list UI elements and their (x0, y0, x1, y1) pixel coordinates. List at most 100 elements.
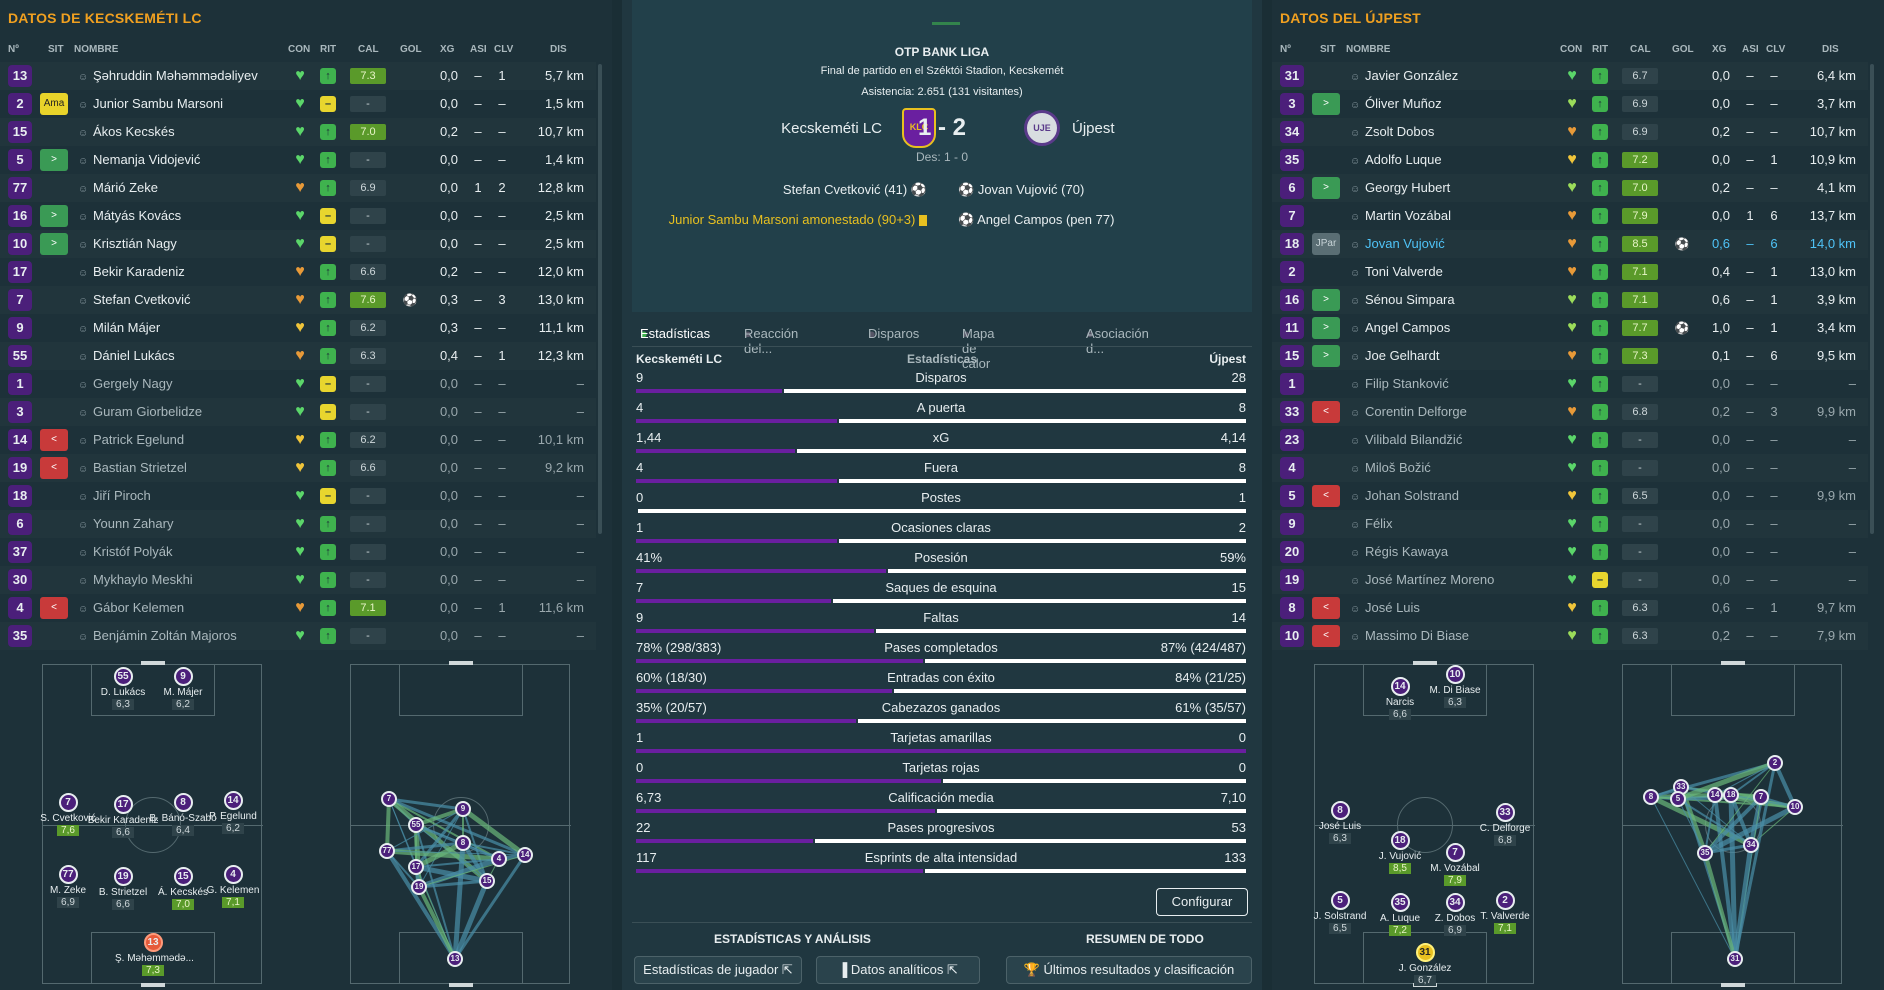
table-row[interactable]: 1 ☺ Gergely Nagy ♥ – -0,0– – – (0, 370, 596, 398)
table-row[interactable]: 23 ☺ Vilibald Bilandžić ♥ ↑ -0,0– – – (1272, 426, 1868, 454)
player-name[interactable]: ☺ Corentin Delforge (1350, 398, 1560, 426)
column-header[interactable]: CON (1560, 44, 1583, 55)
player-name[interactable]: ☺ Mykhaylo Meskhi (78, 566, 288, 594)
table-row[interactable]: 1 ☺ Filip Stanković ♥ ↑ -0,0– – – (1272, 370, 1868, 398)
column-header[interactable]: XG (440, 44, 455, 55)
pass-node[interactable]: 31 (1727, 951, 1743, 967)
column-header[interactable]: CLV (1766, 44, 1786, 55)
scrollbar[interactable] (598, 64, 602, 534)
player-name[interactable]: ☺ Milán Májer (78, 314, 288, 342)
sub-on-icon[interactable]: > (1312, 345, 1340, 367)
table-row[interactable]: 19 < ☺ Bastian Strietzel ♥ ↑ 6.6 0,0– –9,2 km (0, 454, 596, 482)
formation-player[interactable]: 55 D. Lukács 6,3 (85, 667, 161, 710)
pass-node[interactable]: 9 (455, 801, 471, 817)
table-row[interactable]: 9 ☺ Félix ♥ ↑ -0,0– – – (1272, 510, 1868, 538)
formation-player[interactable]: 8 José Luis 6,3 (1302, 801, 1378, 844)
table-row[interactable]: 18 JPar ☺ Jovan Vujović ♥ ↑ 8.5 ⚽ 0,6– 6 14,0 km (1272, 230, 1868, 258)
column-header[interactable]: DIS (1822, 44, 1839, 55)
table-row[interactable]: 4 < ☺ Gábor Kelemen ♥ ↑ 7.1 0,0– 1 11,6 km (0, 594, 596, 622)
formation-player[interactable]: 77 M. Zeke 6,9 (30, 865, 106, 908)
column-header[interactable]: ASI (470, 44, 487, 55)
table-row[interactable]: 3 > ☺ Óliver Muñoz ♥ ↑ 6.9 0,0– –3,7 km (1272, 90, 1868, 118)
table-row[interactable]: 7 ☺ Stefan Cvetković ♥ ↑ 7.6 ⚽ 0,3– 3 13,0 km (0, 286, 596, 314)
formation-player[interactable]: 33 C. Delforge 6,8 (1467, 803, 1543, 846)
table-row[interactable]: 16 > ☺ Sénou Simpara ♥ ↑ 7.1 0,6– 1 3,9 km (1272, 286, 1868, 314)
player-name[interactable]: ☺ Sénou Simpara (1350, 286, 1560, 314)
sub-off-icon[interactable]: < (1312, 485, 1340, 507)
player-name[interactable]: ☺ Jiří Piroch (78, 482, 288, 510)
table-row[interactable]: 8 < ☺ José Luis ♥ ↑ 6.3 0,6– 1 9,7 km (1272, 594, 1868, 622)
player-name[interactable]: ☺ Massimo Di Biase (1350, 622, 1560, 650)
pass-node[interactable]: 17 (408, 859, 424, 875)
table-row[interactable]: 4 ☺ Miloš Božić ♥ ↑ -0,0– – – (1272, 454, 1868, 482)
table-row[interactable]: 18 ☺ Jiří Piroch ♥ – -0,0– – – (0, 482, 596, 510)
table-row[interactable]: 16 > ☺ Mátyás Kovács ♥ – -0,0– –2,5 km (0, 202, 596, 230)
player-name[interactable]: ☺ Toni Valverde (1350, 258, 1560, 286)
player-name[interactable]: ☺ Georgy Hubert (1350, 174, 1560, 202)
column-header[interactable]: SIT (48, 44, 64, 55)
formation-player[interactable]: 17 Bekir Karadeniz 6,6 (85, 795, 161, 838)
formation-player[interactable]: 8 B. Bánó-Szabó 6,4 (145, 793, 221, 836)
pass-node[interactable]: 13 (447, 951, 463, 967)
pass-node[interactable]: 10 (1787, 799, 1803, 815)
sub-off-icon[interactable]: < (1312, 401, 1340, 423)
pass-node[interactable]: 7 (381, 791, 397, 807)
player-name[interactable]: ☺ José Luis (1350, 594, 1560, 622)
table-row[interactable]: 7 ☺ Martin Vozábal ♥ ↑ 7.9 0,0 1 6 13,7 km (1272, 202, 1868, 230)
player-stats-button[interactable]: Estadísticas de jugador ⇱ (634, 956, 802, 984)
player-name[interactable]: ☺ Adolfo Luque (1350, 146, 1560, 174)
home-team-name[interactable]: Kecskeméti LC (781, 120, 882, 137)
sub-off-icon[interactable]: < (40, 457, 68, 479)
player-name[interactable]: ☺ Gergely Nagy (78, 370, 288, 398)
sub-on-icon[interactable]: > (1312, 177, 1340, 199)
pass-node[interactable]: 55 (408, 817, 424, 833)
table-row[interactable]: 19 ☺ José Martínez Moreno ♥ – -0,0– – – (1272, 566, 1868, 594)
formation-player[interactable]: 31 J. González 6,7 (1387, 943, 1463, 986)
player-name[interactable]: ☺ Régis Kawaya (1350, 538, 1560, 566)
player-name[interactable]: ☺ Óliver Muñoz (1350, 90, 1560, 118)
table-row[interactable]: 15 ☺ Ákos Kecskés ♥ ↑ 7.0 0,2– –10,7 km (0, 118, 596, 146)
results-button[interactable]: 🏆 Últimos resultados y clasificación (1006, 956, 1252, 984)
table-row[interactable]: 37 ☺ Kristóf Polyák ♥ ↑ -0,0– – – (0, 538, 596, 566)
column-header[interactable]: GOL (1672, 44, 1694, 55)
formation-player[interactable]: 14 P. Egelund 6,2 (195, 791, 271, 834)
column-header[interactable]: GOL (400, 44, 422, 55)
table-row[interactable]: 15 > ☺ Joe Gelhardt ♥ ↑ 7.3 0,1– 6 9,5 km (1272, 342, 1868, 370)
pass-node[interactable]: 7 (1753, 789, 1769, 805)
formation-player[interactable]: 14 Narcis 6,6 (1362, 677, 1438, 720)
column-header[interactable]: RIT (1592, 44, 1609, 55)
sub-off-icon[interactable]: < (1312, 625, 1340, 647)
player-name[interactable]: ☺ Krisztián Nagy (78, 230, 288, 258)
scrollbar[interactable] (1870, 64, 1874, 534)
formation-player[interactable]: 4 G. Kelemen 7,1 (195, 865, 271, 908)
player-name[interactable]: ☺ Patrick Egelund (78, 426, 288, 454)
formation-player[interactable]: 5 J. Solstrand 6,5 (1302, 891, 1378, 934)
table-row[interactable]: 31 ☺ Javier González ♥ ↑ 6.7 0,0– –6,4 km (1272, 62, 1868, 90)
pass-node[interactable]: 14 (517, 847, 533, 863)
status-badge[interactable]: JPar (1312, 233, 1340, 255)
column-header[interactable]: CLV (494, 44, 514, 55)
player-name[interactable]: ☺ Jovan Vujović (1350, 230, 1560, 258)
pass-node[interactable]: 8 (455, 835, 471, 851)
table-row[interactable]: 11 > ☺ Angel Campos ♥ ↑ 7.7 ⚽ 1,0– 1 3,4 km (1272, 314, 1868, 342)
pass-node[interactable]: 18 (1723, 787, 1739, 803)
player-name[interactable]: ☺ Bekir Karadeniz (78, 258, 288, 286)
table-row[interactable]: 2 Ama ☺ Junior Sambu Marsoni ♥ – -0,0– –1,5 km (0, 90, 596, 118)
pass-node[interactable]: 8 (1643, 789, 1659, 805)
formation-player[interactable]: 35 A. Luque 7,2 (1362, 893, 1438, 936)
pass-node[interactable]: 5 (1670, 791, 1686, 807)
table-row[interactable]: 17 ☺ Bekir Karadeniz ♥ ↑ 6.6 0,2– –12,0 km (0, 258, 596, 286)
player-name[interactable]: ☺ Mátyás Kovács (78, 202, 288, 230)
sub-on-icon[interactable]: > (1312, 93, 1340, 115)
sub-on-icon[interactable]: > (40, 233, 68, 255)
pass-node[interactable]: 14 (1707, 787, 1723, 803)
sub-on-icon[interactable]: > (1312, 317, 1340, 339)
pass-node[interactable]: 35 (1697, 845, 1713, 861)
column-header[interactable]: DIS (550, 44, 567, 55)
sub-off-icon[interactable]: < (40, 429, 68, 451)
formation-player[interactable]: 15 Á. Kecskés 7,0 (145, 867, 221, 910)
player-name[interactable]: ☺ Junior Sambu Marsoni (78, 90, 288, 118)
formation-player[interactable]: 2 T. Valverde 7,1 (1467, 891, 1543, 934)
player-name[interactable]: ☺ Kristóf Polyák (78, 538, 288, 566)
sub-on-icon[interactable]: > (1312, 289, 1340, 311)
